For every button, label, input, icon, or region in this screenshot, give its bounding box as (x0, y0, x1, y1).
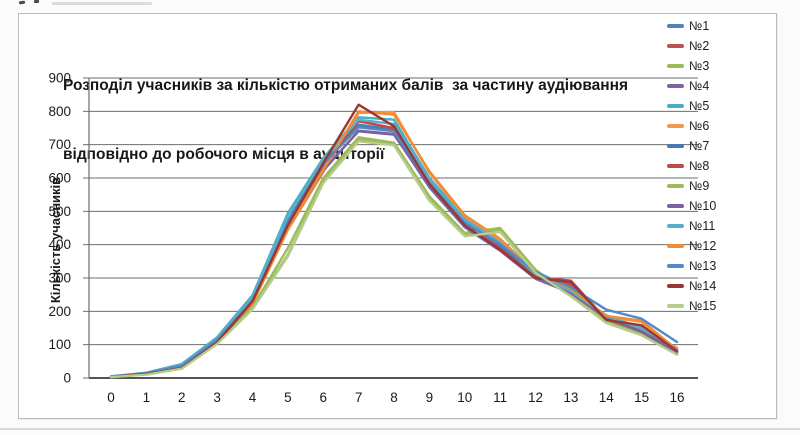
legend-swatch-icon (667, 224, 684, 228)
series-line-№2 (109, 120, 679, 378)
legend-label: №9 (689, 179, 710, 193)
series-line-№9 (109, 136, 679, 379)
legend-item: №1 (667, 16, 772, 36)
legend-swatch-icon (667, 164, 684, 168)
legend-label: №4 (689, 79, 710, 93)
series-line-№13 (109, 126, 679, 378)
x-tick-label: 6 (319, 390, 327, 405)
legend-item: №12 (667, 236, 772, 256)
legend-label: №5 (689, 99, 710, 113)
legend-item: №3 (667, 56, 772, 76)
y-tick-label: 300 (48, 271, 71, 286)
x-tick-label: 5 (284, 390, 292, 405)
legend-label: №3 (689, 59, 710, 73)
legend-swatch-icon (667, 144, 684, 148)
legend-label: №7 (689, 139, 710, 153)
y-tick-label: 800 (48, 104, 71, 119)
cropped-text-fragment (18, 0, 26, 5)
legend-label: №1 (689, 19, 710, 33)
legend-label: №13 (689, 259, 717, 273)
legend-item: №5 (667, 96, 772, 116)
x-tick-label: 16 (669, 390, 684, 405)
legend-item: №7 (667, 136, 772, 156)
legend-item: №6 (667, 116, 772, 136)
legend-label: №8 (689, 159, 710, 173)
legend-swatch-icon (667, 44, 684, 48)
legend-swatch-icon (667, 204, 684, 208)
x-tick-label: 15 (634, 390, 649, 405)
series-line-№8 (109, 119, 679, 378)
x-tick-label: 7 (355, 390, 363, 405)
y-tick-label: 400 (48, 237, 71, 252)
y-tick-label: 900 (48, 71, 71, 86)
y-tick-label: 200 (48, 304, 71, 319)
legend-item: №4 (667, 76, 772, 96)
y-tick-label: 100 (48, 337, 71, 352)
x-tick-label: 3 (213, 390, 221, 405)
legend-swatch-icon (667, 24, 684, 28)
series-line-№3 (109, 138, 679, 379)
chart-title: Розподіл учасників за кількістю отримани… (63, 28, 703, 212)
legend: №1 №2 №3 №4 №5 №6 №7 №8 №9 №10 №11 №12 №13 №14 №15 (667, 16, 772, 316)
legend-swatch-icon (667, 184, 684, 188)
legend-label: №14 (689, 279, 717, 293)
legend-label: №12 (689, 239, 717, 253)
legend-swatch-icon (667, 104, 684, 108)
series-line-№12 (109, 110, 679, 378)
legend-item: №10 (667, 196, 772, 216)
photo-edge (0, 428, 800, 430)
legend-item: №8 (667, 156, 772, 176)
legend-label: №11 (689, 219, 716, 233)
series-line-№4 (109, 130, 679, 378)
y-tick-label: 700 (48, 137, 71, 152)
legend-item: №2 (667, 36, 772, 56)
legend-label: №15 (689, 299, 717, 313)
chart-frame: Розподіл учасників за кількістю отримани… (18, 13, 777, 419)
x-tick-label: 8 (390, 390, 398, 405)
series-line-№1 (109, 123, 679, 378)
series-line-№5 (109, 116, 679, 378)
x-tick-label: 2 (178, 390, 186, 405)
series-line-№11 (109, 118, 679, 378)
y-tick-label: 500 (48, 204, 71, 219)
legend-swatch-icon (667, 84, 684, 88)
y-tick-label: 0 (63, 371, 71, 386)
x-tick-label: 11 (493, 390, 507, 405)
x-tick-label: 12 (528, 390, 543, 405)
cropped-text-fragment (34, 0, 39, 3)
legend-item: №14 (667, 276, 772, 296)
legend-item: №9 (667, 176, 772, 196)
series-line-№10 (109, 129, 679, 378)
chart-title-line1: Розподіл учасників за кількістю отримани… (63, 77, 629, 94)
legend-swatch-icon (667, 64, 684, 68)
legend-label: №10 (689, 199, 717, 213)
series-line-№7 (109, 125, 679, 378)
x-tick-label: 14 (599, 390, 615, 405)
legend-swatch-icon (667, 304, 684, 308)
legend-item: №15 (667, 296, 772, 316)
x-tick-label: 10 (457, 390, 472, 405)
legend-swatch-icon (667, 264, 684, 268)
legend-swatch-icon (667, 284, 684, 288)
legend-swatch-icon (667, 244, 684, 248)
series-line-№15 (109, 140, 679, 379)
x-tick-label: 1 (143, 390, 151, 405)
legend-label: №6 (689, 119, 710, 133)
legend-swatch-icon (667, 124, 684, 128)
y-tick-label: 600 (48, 171, 71, 186)
x-tick-label: 0 (107, 390, 115, 405)
legend-item: №13 (667, 256, 772, 276)
x-tick-label: 13 (563, 390, 578, 405)
legend-item: №11 (667, 216, 772, 236)
x-tick-label: 9 (426, 390, 434, 405)
cropped-text-fragment (52, 2, 152, 5)
x-tick-label: 4 (249, 390, 257, 405)
legend-label: №2 (689, 39, 710, 53)
